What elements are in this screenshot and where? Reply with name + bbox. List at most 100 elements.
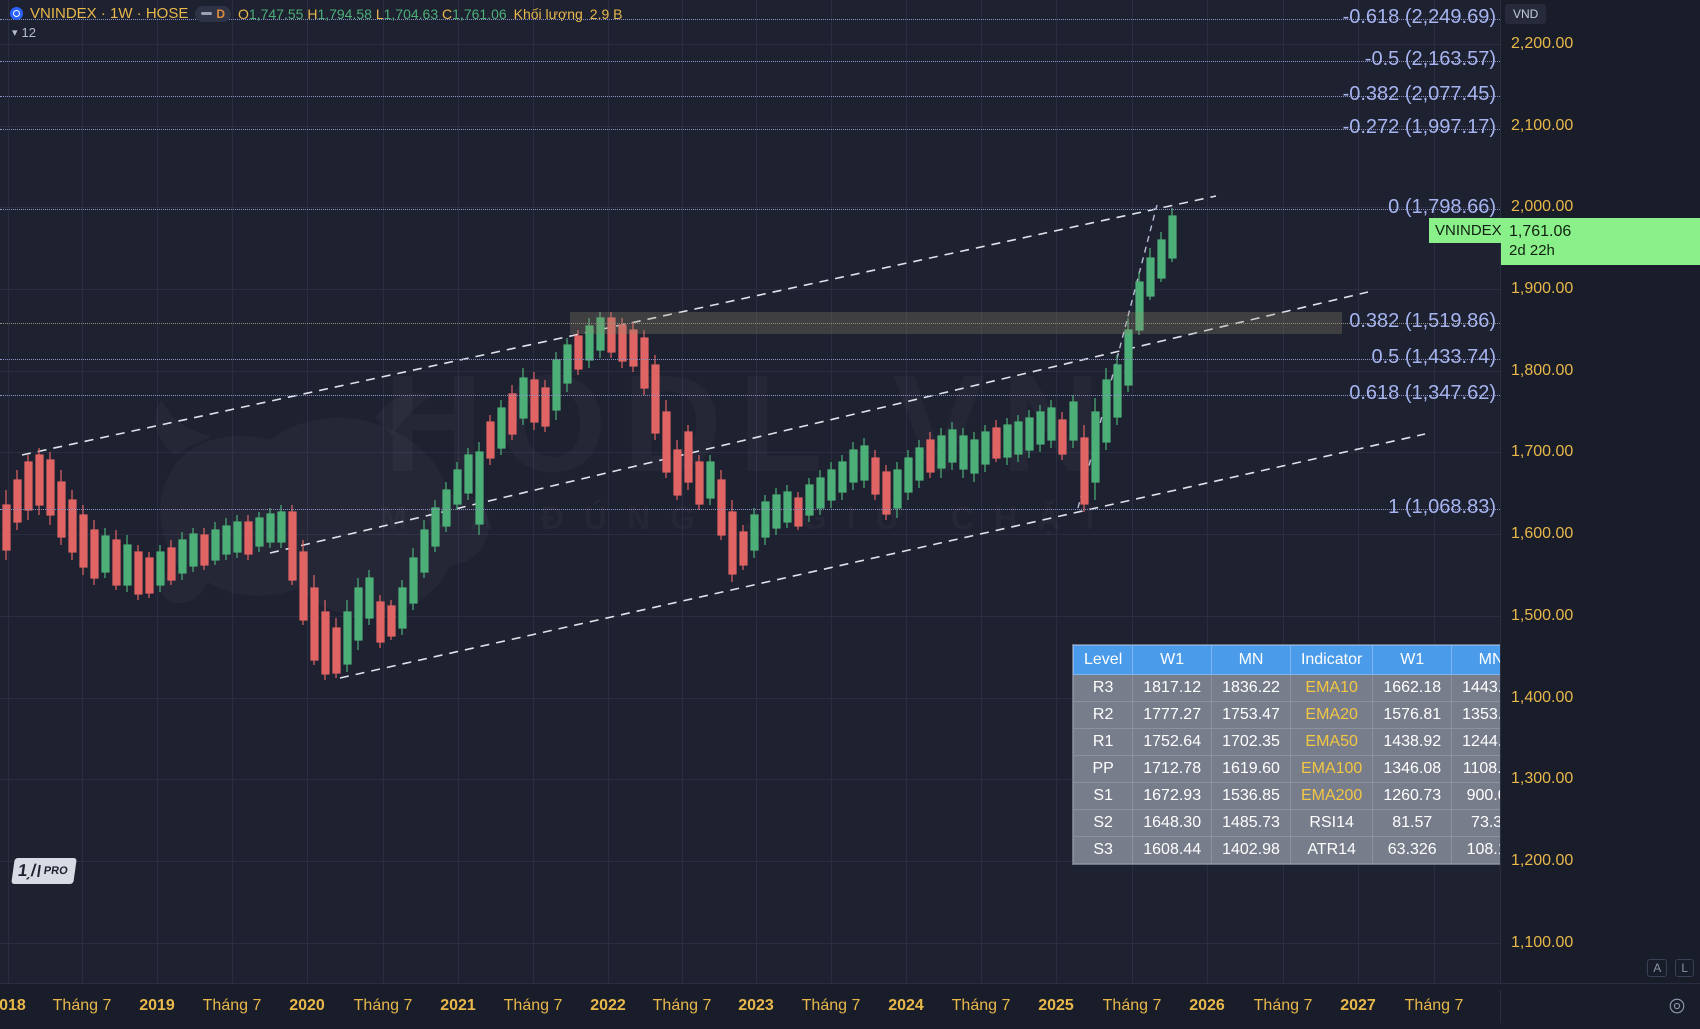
- cell-indicator: EMA200: [1289, 782, 1374, 810]
- table-header-cell: MN: [1451, 645, 1500, 675]
- auto-scale-button[interactable]: A: [1647, 959, 1668, 977]
- interval-badge[interactable]: D: [195, 5, 232, 22]
- fib-level-label: 0.618 (1,347.62): [1349, 382, 1496, 404]
- time-tick: 2024: [888, 997, 924, 1014]
- vertical-gridline: [383, 0, 384, 983]
- cell-mn: 1536.85: [1211, 782, 1291, 810]
- table-header-cell: Indicator: [1289, 645, 1374, 675]
- vertical-gridline: [981, 0, 982, 983]
- fib-level-label: -0.618 (2,249.69): [1342, 6, 1496, 28]
- fib-level-label: -0.272 (1,997.17): [1342, 116, 1496, 138]
- cell-indicator-mn: 1108.34: [1451, 755, 1500, 783]
- legend-secondary-row[interactable]: ▾ 12: [12, 25, 623, 40]
- price-tick: 2,000.00: [1511, 198, 1574, 215]
- table-header-cell: W1: [1132, 645, 1213, 675]
- open-value: 1,747.55: [248, 5, 304, 22]
- horizontal-gridline: [0, 943, 1500, 944]
- horizontal-gridline: [0, 371, 1500, 372]
- cell-indicator-mn: 1443.39: [1451, 674, 1500, 702]
- cell-indicator: EMA100: [1289, 755, 1374, 783]
- tradingview-logo[interactable]: 1͵/ PRO: [11, 858, 77, 884]
- price-tick: 1,500.00: [1511, 607, 1574, 624]
- chart-plot-area[interactable]: HODL.VN MUA ĐÚNG . GIỮ CHẶT: [0, 0, 1500, 983]
- price-scale-controls[interactable]: A L: [1647, 959, 1694, 977]
- volume-label: Khối lượng: [513, 5, 583, 22]
- bar-countdown: 2d 22h: [1509, 242, 1555, 259]
- cell-indicator-mn: 900.08: [1451, 782, 1500, 810]
- time-tick: 2027: [1340, 997, 1376, 1014]
- cell-w1: 1648.30: [1132, 809, 1213, 837]
- cell-mn: 1702.35: [1211, 728, 1291, 756]
- price-tick: 1,800.00: [1511, 362, 1574, 379]
- low-label: L: [375, 5, 384, 22]
- open-label: O: [238, 5, 249, 22]
- fib-level-label: 0 (1,798.66): [1388, 196, 1496, 218]
- close-value: 1,761.06: [452, 5, 507, 22]
- vertical-gridline: [157, 0, 158, 983]
- price-tick: 1,900.00: [1511, 280, 1574, 297]
- symbol-price-tag-label: VNINDEX: [1429, 218, 1502, 243]
- cell-w1: 1817.12: [1132, 674, 1213, 702]
- price-tick: 1,200.00: [1511, 852, 1574, 869]
- volume-value: 2.9 B: [589, 5, 623, 22]
- cell-level: R3: [1072, 674, 1134, 702]
- time-tick: Tháng 7: [652, 997, 712, 1014]
- vertical-gridline: [1434, 0, 1435, 983]
- fib-level-line: [0, 96, 1500, 97]
- time-tick: Tháng 7: [1404, 997, 1464, 1014]
- price-tick: 1,300.00: [1511, 770, 1574, 787]
- fib-level-label: 0.5 (1,433.74): [1371, 346, 1496, 368]
- time-tick: 2026: [1189, 997, 1225, 1014]
- chevron-down-icon[interactable]: ▾: [12, 27, 18, 39]
- time-tick: Tháng 7: [1253, 997, 1313, 1014]
- horizontal-gridline: [0, 616, 1500, 617]
- time-tick: Tháng 7: [202, 997, 262, 1014]
- cell-mn: 1836.22: [1211, 674, 1291, 702]
- horizontal-gridline: [0, 534, 1500, 535]
- close-label: C: [442, 5, 453, 22]
- symbol-logo-icon: [10, 7, 23, 20]
- time-tick: 2021: [440, 997, 476, 1014]
- price-tick: 1,100.00: [1511, 934, 1574, 951]
- vertical-gridline: [756, 0, 757, 983]
- fib-level-line: [0, 359, 1500, 360]
- cell-mn: 1619.60: [1211, 755, 1291, 783]
- cell-mn: 1402.98: [1211, 836, 1291, 864]
- time-tick: Tháng 7: [801, 997, 861, 1014]
- fib-level-label: 0.382 (1,519.86): [1349, 310, 1496, 332]
- price-scale[interactable]: VND 2,200.00 2,100.00 2,000.00 1,900.00 1,80…: [1429, 0, 1700, 983]
- horizontal-gridline: [0, 698, 1500, 699]
- vertical-gridline: [831, 0, 832, 983]
- time-tick: 2018: [0, 997, 26, 1014]
- gear-icon[interactable]: [1668, 997, 1686, 1015]
- time-tick: 2025: [1038, 997, 1074, 1014]
- cell-indicator-w1: 1346.08: [1372, 755, 1453, 783]
- eye-icon: [201, 12, 213, 15]
- vertical-gridline: [232, 0, 233, 983]
- cell-indicator-w1: 81.57: [1372, 809, 1453, 837]
- horizontal-gridline: [0, 289, 1500, 290]
- levels-indicators-table[interactable]: Level W1 MN Indicator W1 MN R3 1817.12 1836.22 E…: [1072, 645, 1500, 864]
- cell-indicator-w1: 1438.92: [1372, 728, 1453, 756]
- vertical-gridline: [533, 0, 534, 983]
- cell-indicator-mn: 73.35: [1451, 809, 1500, 837]
- symbol-title[interactable]: VNINDEX · 1W · HOSE: [30, 5, 189, 22]
- log-scale-button[interactable]: L: [1675, 959, 1694, 977]
- vertical-gridline: [608, 0, 609, 983]
- cell-indicator: ATR14: [1289, 836, 1374, 864]
- fib-level-line: [0, 323, 1500, 324]
- cell-indicator-w1: 1260.73: [1372, 782, 1453, 810]
- cell-indicator-mn: 108.19: [1451, 836, 1500, 864]
- time-scale[interactable]: 2018 Tháng 7 2019 Tháng 7 2020 Tháng 7 2021 Thá…: [0, 983, 1700, 1029]
- legend-primary-row[interactable]: VNINDEX · 1W · HOSE D O1,747.55 H1,794.5…: [10, 5, 623, 22]
- horizontal-gridline: [0, 126, 1500, 127]
- table-header-row: Level W1 MN Indicator W1 MN: [1072, 645, 1500, 675]
- horizontal-gridline: [0, 779, 1500, 780]
- cell-level: R1: [1072, 728, 1134, 756]
- cell-level: PP: [1072, 755, 1134, 783]
